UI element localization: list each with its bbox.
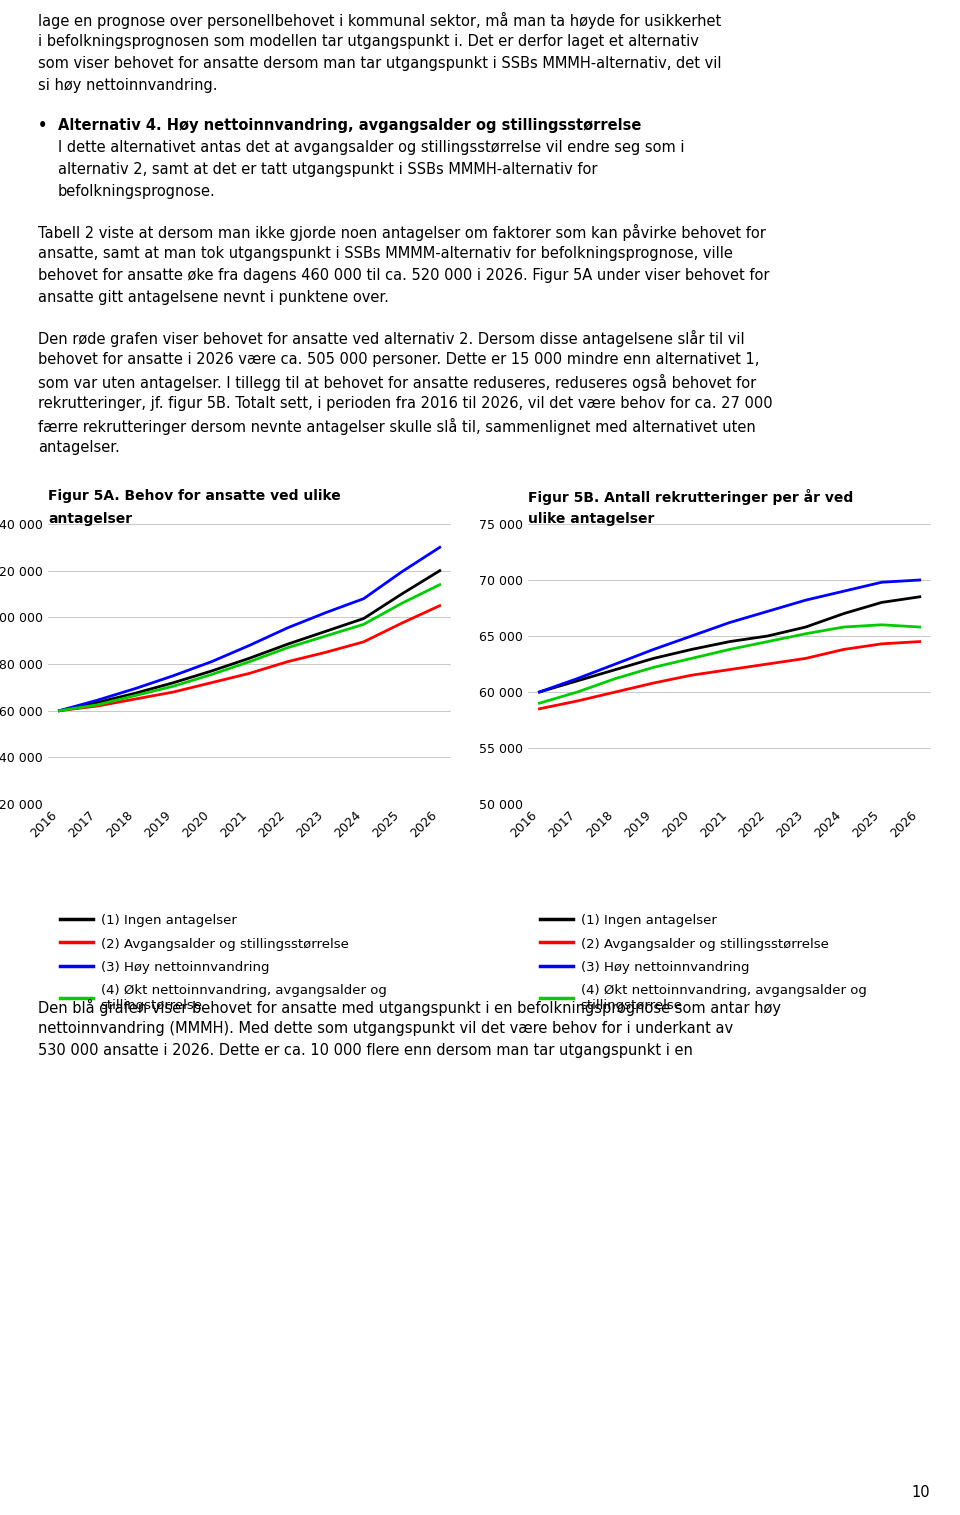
Legend: (1) Ingen antagelser, (2) Avgangsalder og stillingsstørrelse, (3) Høy nettoinnva: (1) Ingen antagelser, (2) Avgangsalder o… xyxy=(535,909,872,1017)
Text: I dette alternativet antas det at avgangsalder og stillingsstørrelse vil endre s: I dette alternativet antas det at avgang… xyxy=(58,139,684,155)
Text: behovet for ansatte øke fra dagens 460 000 til ca. 520 000 i 2026. Figur 5A unde: behovet for ansatte øke fra dagens 460 0… xyxy=(38,268,770,283)
Text: alternativ 2, samt at det er tatt utgangspunkt i SSBs MMMH-alternativ for: alternativ 2, samt at det er tatt utgang… xyxy=(58,162,597,177)
Text: som var uten antagelser. I tillegg til at behovet for ansatte reduseres, reduser: som var uten antagelser. I tillegg til a… xyxy=(38,374,756,391)
Text: behovet for ansatte i 2026 være ca. 505 000 personer. Dette er 15 000 mindre enn: behovet for ansatte i 2026 være ca. 505 … xyxy=(38,351,759,367)
Text: ansatte gitt antagelsene nevnt i punktene over.: ansatte gitt antagelsene nevnt i punkten… xyxy=(38,289,389,305)
Text: færre rekrutteringer dersom nevnte antagelser skulle slå til, sammenlignet med a: færre rekrutteringer dersom nevnte antag… xyxy=(38,418,756,435)
Text: si høy nettoinnvandring.: si høy nettoinnvandring. xyxy=(38,77,218,92)
Legend: (1) Ingen antagelser, (2) Avgangsalder og stillingsstørrelse, (3) Høy nettoinnva: (1) Ingen antagelser, (2) Avgangsalder o… xyxy=(55,909,392,1017)
Text: 10: 10 xyxy=(911,1485,930,1500)
Text: Figur 5A. Behov for ansatte ved ulike: Figur 5A. Behov for ansatte ved ulike xyxy=(48,489,341,503)
Text: Den røde grafen viser behovet for ansatte ved alternativ 2. Dersom disse antagel: Den røde grafen viser behovet for ansatt… xyxy=(38,330,745,347)
Text: rekrutteringer, jf. figur 5B. Totalt sett, i perioden fra 2016 til 2026, vil det: rekrutteringer, jf. figur 5B. Totalt set… xyxy=(38,395,773,411)
Text: Den blå grafen viser behovet for ansatte med utgangspunkt i en befolkningsprogno: Den blå grafen viser behovet for ansatte… xyxy=(38,998,781,1017)
Text: ulike antagelser: ulike antagelser xyxy=(528,512,655,526)
Text: Figur 5B. Antall rekrutteringer per år ved: Figur 5B. Antall rekrutteringer per år v… xyxy=(528,489,853,504)
Text: •: • xyxy=(38,118,47,133)
Text: i befolkningsprognosen som modellen tar utgangspunkt i. Det er derfor laget et a: i befolkningsprognosen som modellen tar … xyxy=(38,33,699,48)
Text: ansatte, samt at man tok utgangspunkt i SSBs MMMM-alternativ for befolkningsprog: ansatte, samt at man tok utgangspunkt i … xyxy=(38,245,732,261)
Text: antagelser: antagelser xyxy=(48,512,132,526)
Text: nettoinnvandring (MMMH). Med dette som utgangspunkt vil det være behov for i und: nettoinnvandring (MMMH). Med dette som u… xyxy=(38,1021,733,1036)
Text: som viser behovet for ansatte dersom man tar utgangspunkt i SSBs MMMH-alternativ: som viser behovet for ansatte dersom man… xyxy=(38,56,722,71)
Text: 530 000 ansatte i 2026. Dette er ca. 10 000 flere enn dersom man tar utgangspunk: 530 000 ansatte i 2026. Dette er ca. 10 … xyxy=(38,1042,693,1057)
Text: befolkningsprognose.: befolkningsprognose. xyxy=(58,183,216,198)
Text: Tabell 2 viste at dersom man ikke gjorde noen antagelser om faktorer som kan påv: Tabell 2 viste at dersom man ikke gjorde… xyxy=(38,224,766,241)
Text: Alternativ 4. Høy nettoinnvandring, avgangsalder og stillingsstørrelse: Alternativ 4. Høy nettoinnvandring, avga… xyxy=(58,118,641,133)
Text: lage en prognose over personellbehovet i kommunal sektor, må man ta høyde for us: lage en prognose over personellbehovet i… xyxy=(38,12,721,29)
Text: antagelser.: antagelser. xyxy=(38,439,120,454)
